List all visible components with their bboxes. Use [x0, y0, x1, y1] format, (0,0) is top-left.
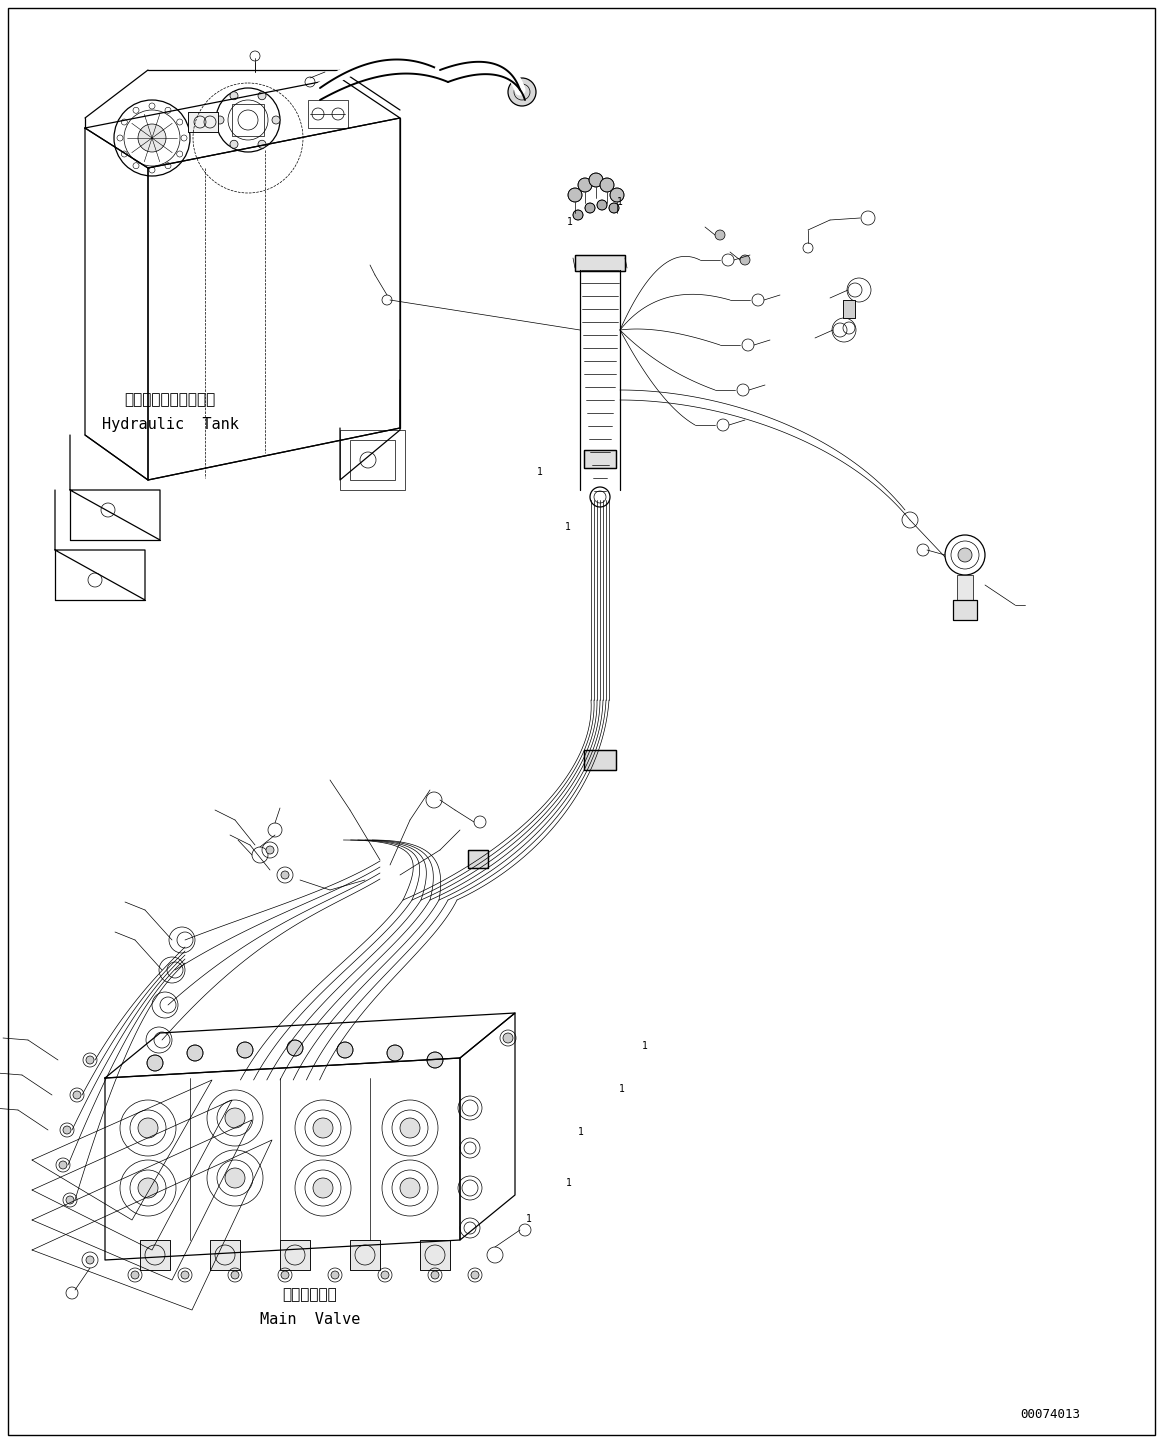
Bar: [468, 850, 488, 869]
Circle shape: [585, 203, 595, 214]
Circle shape: [63, 1126, 71, 1134]
Text: Hydraulic  Tank: Hydraulic Tank: [101, 417, 238, 433]
Text: 1: 1: [537, 468, 543, 478]
Bar: [350, 1240, 380, 1270]
Bar: [575, 255, 625, 271]
Circle shape: [131, 1271, 140, 1278]
Circle shape: [588, 173, 602, 188]
Bar: [340, 430, 405, 491]
Circle shape: [281, 1271, 288, 1278]
Text: 1: 1: [566, 1177, 572, 1188]
Bar: [952, 600, 977, 620]
Text: 1: 1: [578, 1127, 584, 1137]
Circle shape: [381, 1271, 388, 1278]
Text: 1: 1: [565, 522, 571, 532]
Bar: [140, 1240, 170, 1270]
Circle shape: [387, 1045, 404, 1061]
Bar: [280, 1240, 311, 1270]
Circle shape: [400, 1177, 420, 1198]
Circle shape: [958, 548, 972, 561]
Circle shape: [224, 1108, 245, 1128]
Bar: [584, 750, 616, 771]
Circle shape: [508, 78, 536, 105]
Circle shape: [287, 1040, 304, 1056]
Bar: [350, 1240, 380, 1270]
Bar: [468, 850, 488, 869]
Circle shape: [86, 1255, 94, 1264]
Circle shape: [715, 229, 725, 240]
Circle shape: [400, 1118, 420, 1139]
Bar: [420, 1240, 450, 1270]
Text: 1: 1: [619, 1084, 625, 1094]
Bar: [843, 300, 855, 317]
Bar: [584, 450, 616, 468]
Bar: [140, 1240, 170, 1270]
Circle shape: [611, 188, 625, 202]
Circle shape: [230, 92, 238, 100]
Circle shape: [331, 1271, 338, 1278]
Circle shape: [578, 177, 592, 192]
Circle shape: [504, 1033, 513, 1043]
Bar: [211, 1240, 240, 1270]
Bar: [420, 1240, 450, 1270]
Bar: [350, 440, 395, 481]
Circle shape: [66, 1196, 74, 1203]
Circle shape: [597, 201, 607, 211]
Circle shape: [272, 115, 280, 124]
Bar: [280, 1240, 311, 1270]
Circle shape: [147, 1055, 163, 1071]
Circle shape: [573, 211, 583, 219]
Circle shape: [138, 1118, 158, 1139]
Bar: [584, 750, 616, 771]
Circle shape: [568, 188, 582, 202]
Text: ハイドロリックタンク: ハイドロリックタンク: [124, 392, 215, 407]
Text: 00074013: 00074013: [1020, 1408, 1080, 1421]
Circle shape: [313, 1118, 333, 1139]
Bar: [843, 300, 855, 317]
Circle shape: [313, 1177, 333, 1198]
Circle shape: [59, 1162, 67, 1169]
Circle shape: [187, 1045, 204, 1061]
Circle shape: [231, 1271, 240, 1278]
Circle shape: [258, 92, 266, 100]
Circle shape: [216, 115, 224, 124]
Circle shape: [86, 1056, 94, 1063]
Bar: [584, 450, 616, 468]
Text: 1: 1: [568, 216, 573, 227]
Text: Main  Valve: Main Valve: [259, 1313, 361, 1328]
Circle shape: [609, 203, 619, 214]
Bar: [952, 600, 977, 620]
Text: 1: 1: [642, 1040, 648, 1051]
Circle shape: [237, 1042, 254, 1058]
Bar: [957, 574, 973, 605]
Bar: [231, 104, 264, 136]
Bar: [188, 113, 217, 131]
Circle shape: [181, 1271, 190, 1278]
Circle shape: [138, 124, 166, 152]
Bar: [188, 113, 217, 131]
Text: メインバルブ: メインバルブ: [283, 1287, 337, 1303]
Circle shape: [266, 846, 274, 854]
Bar: [308, 100, 348, 128]
Bar: [575, 255, 625, 271]
Text: 1: 1: [526, 1214, 531, 1224]
Circle shape: [230, 140, 238, 149]
Circle shape: [337, 1042, 354, 1058]
Circle shape: [224, 1167, 245, 1188]
Text: 1: 1: [618, 198, 623, 206]
Circle shape: [431, 1271, 438, 1278]
Circle shape: [73, 1091, 81, 1100]
Bar: [211, 1240, 240, 1270]
Circle shape: [281, 872, 288, 879]
Circle shape: [427, 1052, 443, 1068]
Circle shape: [258, 140, 266, 149]
Circle shape: [471, 1271, 479, 1278]
Circle shape: [600, 177, 614, 192]
Circle shape: [740, 255, 750, 266]
Circle shape: [138, 1177, 158, 1198]
